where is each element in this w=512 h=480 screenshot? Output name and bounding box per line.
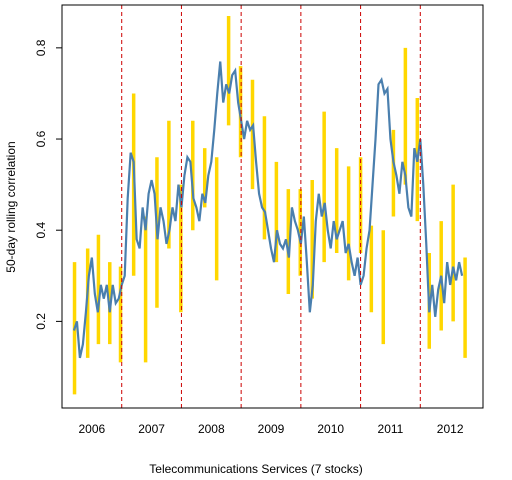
x-tick-label: 2011 [378,422,404,436]
y-tick-label: 0.2 [34,313,48,330]
x-axis-label: Telecommunications Services (7 stocks) [149,462,362,476]
x-tick-label: 2008 [198,422,225,436]
x-tick-label: 2009 [258,422,285,436]
x-tick-label: 2012 [437,422,464,436]
x-tick-label: 2006 [79,422,106,436]
plot-frame [61,4,484,409]
x-tick-label: 2007 [138,422,165,436]
y-tick-label: 0.4 [34,222,48,239]
y-axis-label: 50-day rolling correlation [4,141,18,272]
y-tick-label: 0.8 [34,39,48,56]
y-tick-label: 0.6 [34,130,48,147]
x-tick-label: 2010 [317,422,344,436]
series-line [72,61,464,359]
